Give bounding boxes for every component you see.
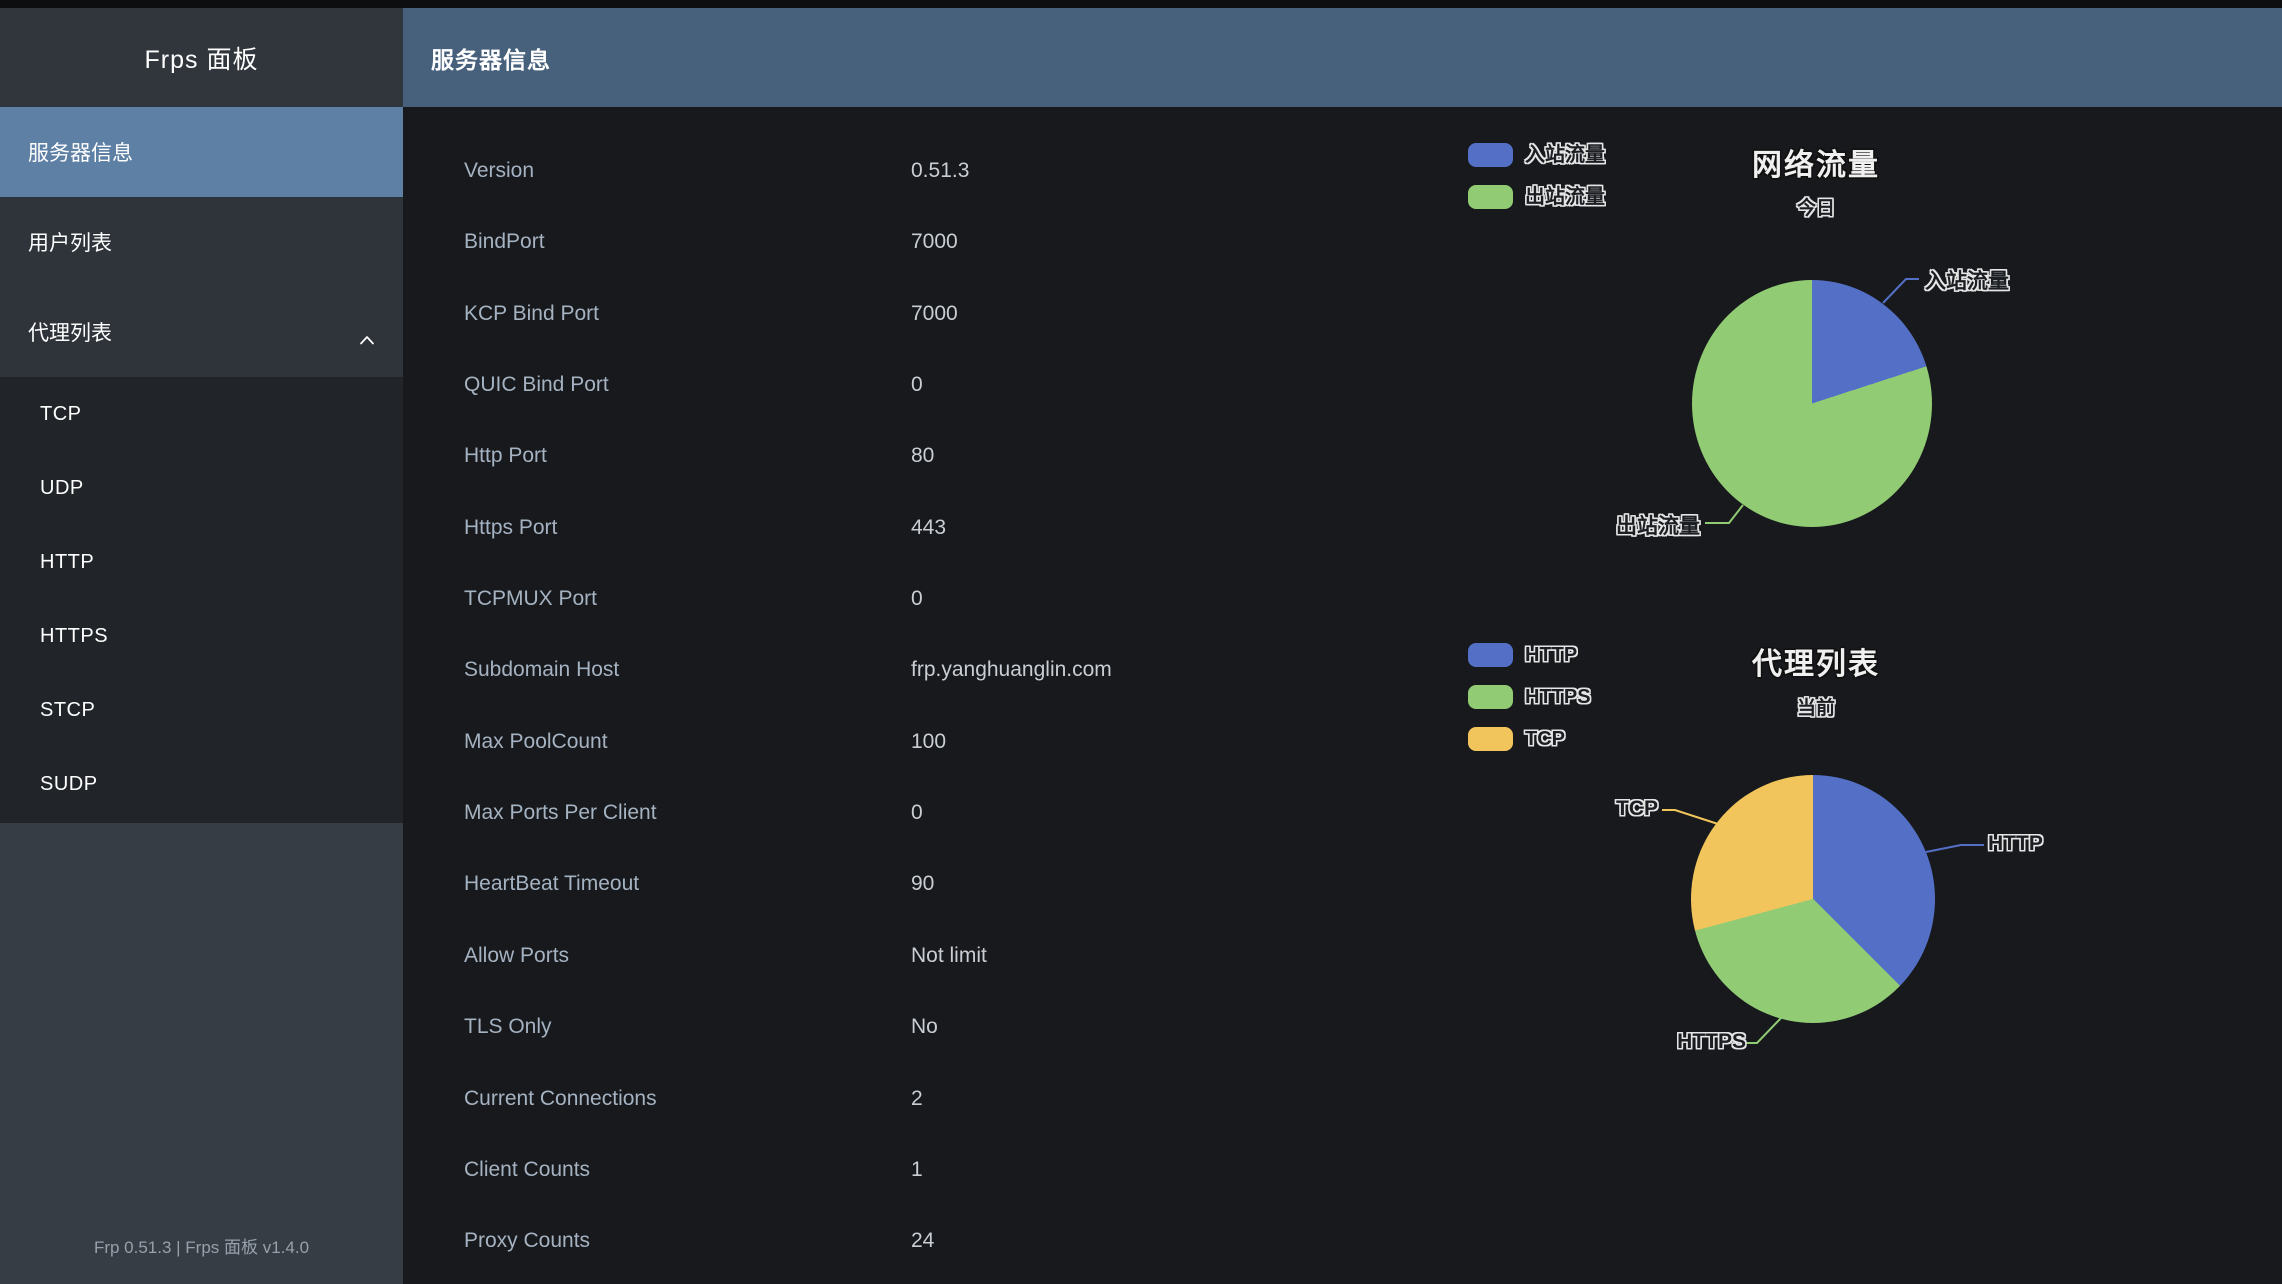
legend-item-https[interactable]: HTTPS [1468,685,1591,709]
pie-label-inbound: 入站流量 [1925,270,2009,293]
info-label: Allow Ports [464,944,570,967]
info-value: No [911,1015,938,1038]
info-value: frp.yanghuanglin.com [911,658,1112,681]
sidebar-submenu: TCP UDP HTTP HTTPS STCP SUDP [0,377,403,823]
info-label: HeartBeat Timeout [464,872,640,895]
submenu-label: UDP [40,476,84,499]
sidebar-item-sudp[interactable]: SUDP [0,747,403,821]
chart-subtitle-today: 今日 [1796,198,1835,219]
sidebar-item-proxy-list[interactable]: 代理列表 [0,287,403,377]
legend-item-inbound[interactable]: 入站流量 [1468,143,1605,167]
info-label: Current Connections [464,1087,657,1110]
info-label: Client Counts [464,1158,591,1181]
info-value: 1 [911,1158,923,1181]
sidebar-item-label: 代理列表 [28,322,112,345]
info-label: QUIC Bind Port [464,373,609,396]
legend-item-http[interactable]: HTTP [1468,643,1577,667]
submenu-label: TCP [40,402,82,425]
info-value: 2 [911,1087,923,1110]
legend-label: HTTPS [1525,686,1591,708]
legend-label: TCP [1525,728,1565,750]
legend-swatch [1468,185,1513,209]
info-label: TCPMUX Port [464,587,598,610]
legend-swatch [1468,643,1513,667]
legend-swatch [1468,685,1513,709]
legend-swatch [1468,143,1513,167]
pie-label-http: HTTP [1988,832,2043,855]
sidebar-item-http[interactable]: HTTP [0,525,403,599]
info-value: 0 [911,587,923,610]
sidebar-item-user-list[interactable]: 用户列表 [0,197,403,287]
sidebar-item-label: 服务器信息 [28,142,133,165]
chart-title-network-traffic: 网络流量 [1752,149,1880,182]
info-label: Max Ports Per Client [464,801,657,824]
info-value: 443 [911,516,947,539]
version-footer: Frp 0.51.3 | Frps 面板 v1.4.0 [93,1238,310,1257]
pie-label-outbound: 出站流量 [1616,515,1700,538]
legend-item-tcp[interactable]: TCP [1468,727,1565,751]
sidebar-menu: 服务器信息 用户列表 代理列表 [0,107,403,377]
sidebar-item-udp[interactable]: UDP [0,451,403,525]
sidebar-item-https[interactable]: HTTPS [0,599,403,673]
info-label: KCP Bind Port [464,302,600,325]
info-value: 24 [911,1229,935,1252]
info-value: 0 [911,373,923,396]
submenu-label: HTTP [40,550,95,573]
chevron-up-icon [359,327,375,351]
pie-label-tcp: TCP [1616,797,1658,820]
info-label: Proxy Counts [464,1229,591,1252]
pie-chart-network-traffic[interactable] [1692,280,1932,527]
info-value: 0.51.3 [911,159,970,182]
chart-title-proxy-list: 代理列表 [1752,648,1880,681]
app-title: Frps 面板 [0,8,403,107]
info-label: Http Port [464,444,547,467]
legend-label: HTTP [1525,644,1578,666]
main-content: Version 0.51.3 BindPort 7000 KCP Bind Port… [403,107,2282,1284]
sidebar-item-tcp[interactable]: TCP [0,377,403,451]
info-label: Max PoolCount [464,730,608,753]
pie-label-https: HTTPS [1677,1030,1746,1053]
sidebar-item-label: 用户列表 [28,232,112,255]
info-value: 7000 [911,302,958,325]
sidebar-item-stcp[interactable]: STCP [0,673,403,747]
info-value: Not limit [911,944,987,967]
page-title: 服务器信息 [431,46,551,73]
submenu-label: HTTPS [40,624,109,647]
submenu-label: SUDP [40,772,98,795]
info-value: 7000 [911,230,958,253]
page-header: 服务器信息 [403,8,2282,107]
legend-item-outbound[interactable]: 出站流量 [1468,185,1605,209]
info-label: Subdomain Host [464,658,620,681]
submenu-label: STCP [40,698,96,721]
info-value: 0 [911,801,923,824]
info-label: BindPort [464,230,545,253]
legend-label: 入站流量 [1525,144,1605,166]
info-value: 90 [911,872,935,895]
sidebar-item-server-info[interactable]: 服务器信息 [0,107,403,197]
chart-subtitle-current: 当前 [1796,698,1835,719]
info-label: TLS Only [464,1015,552,1038]
info-value: 80 [911,444,935,467]
info-value: 100 [911,730,947,753]
sidebar: Frps 面板 服务器信息 用户列表 代理列表 TCP UDP HTTP HTT… [0,8,403,1284]
pie-chart-proxy-list[interactable] [1691,775,1935,1023]
legend-label: 出站流量 [1525,186,1605,208]
info-label: Https Port [464,516,558,539]
info-label: Version [464,159,535,182]
legend-swatch [1468,727,1513,751]
